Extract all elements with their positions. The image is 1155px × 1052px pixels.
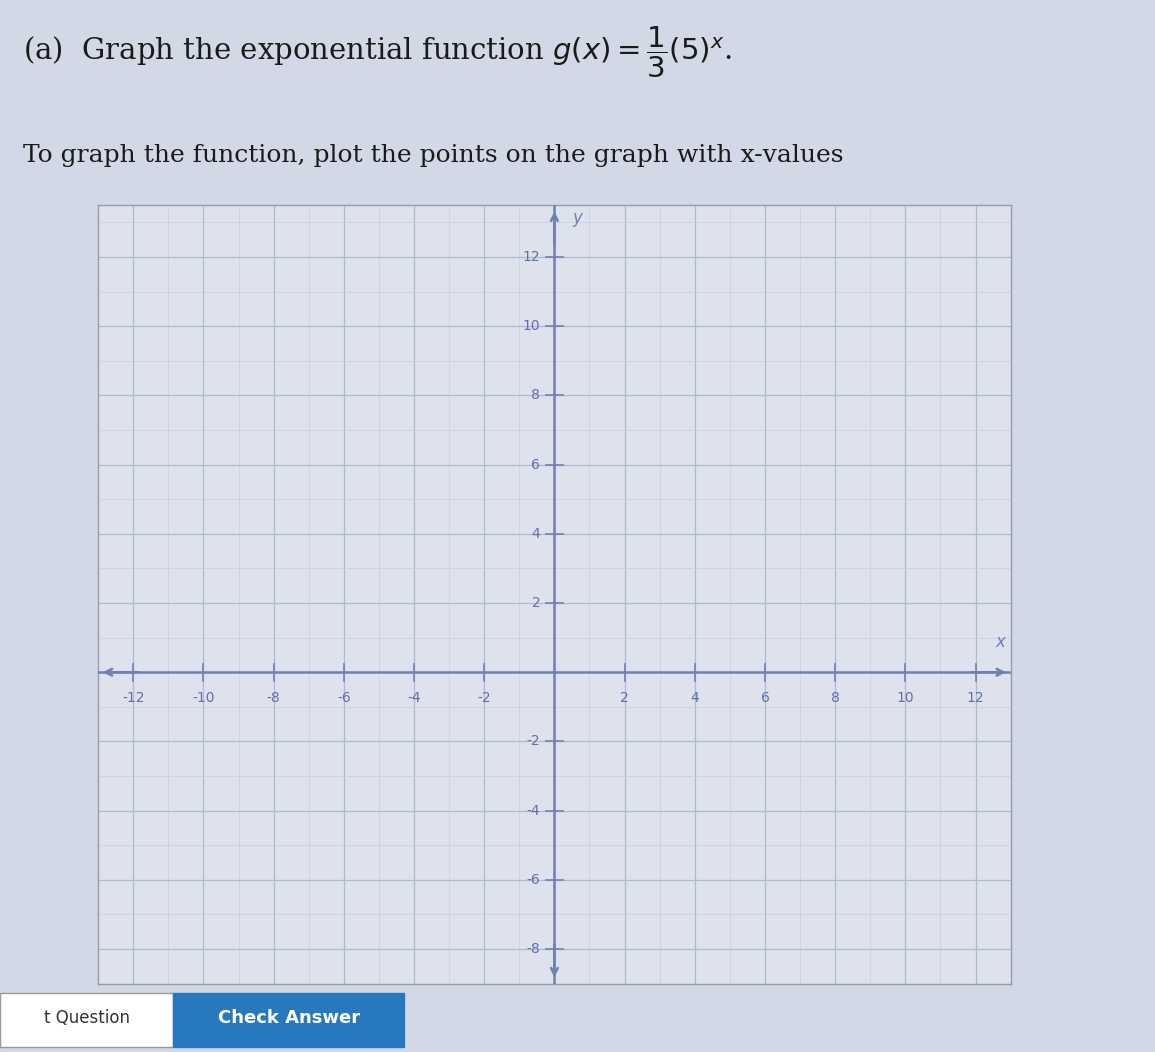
Text: 12: 12 (967, 691, 984, 705)
Text: 8: 8 (830, 691, 840, 705)
Text: (a)  Graph the exponential function $g(x) = \dfrac{1}{3}(5)^x$.: (a) Graph the exponential function $g(x)… (23, 24, 732, 80)
Text: 6: 6 (531, 458, 541, 471)
Text: 12: 12 (523, 250, 541, 264)
Text: 6: 6 (760, 691, 769, 705)
Text: 2: 2 (620, 691, 629, 705)
Text: -10: -10 (192, 691, 215, 705)
Text: 8: 8 (531, 388, 541, 403)
Text: -2: -2 (527, 734, 541, 748)
Text: t Question: t Question (44, 1009, 129, 1027)
FancyBboxPatch shape (173, 992, 404, 1047)
Text: Check Answer: Check Answer (217, 1009, 360, 1027)
Text: 10: 10 (523, 319, 541, 333)
Text: -12: -12 (122, 691, 144, 705)
Text: -4: -4 (527, 804, 541, 817)
Text: 4: 4 (531, 527, 541, 541)
Text: 2: 2 (531, 596, 541, 610)
Text: -8: -8 (267, 691, 281, 705)
Text: -2: -2 (477, 691, 491, 705)
Text: -6: -6 (337, 691, 351, 705)
Text: -6: -6 (527, 873, 541, 887)
FancyBboxPatch shape (0, 992, 173, 1047)
Text: 4: 4 (691, 691, 699, 705)
Text: To graph the function, plot the points on the graph with x-values: To graph the function, plot the points o… (23, 144, 843, 166)
Text: y: y (572, 208, 582, 226)
Text: -4: -4 (408, 691, 420, 705)
Text: x: x (996, 633, 1005, 651)
Text: -8: -8 (527, 942, 541, 956)
Text: 10: 10 (896, 691, 914, 705)
